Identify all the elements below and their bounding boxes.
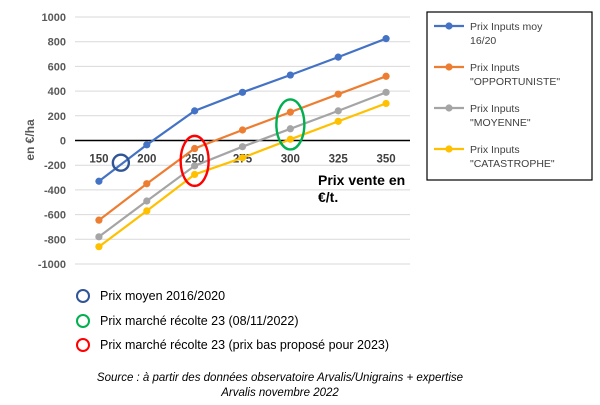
annotation-ring-1 xyxy=(275,98,306,151)
data-point xyxy=(191,170,199,179)
y-tick-label: -200 xyxy=(44,160,66,172)
annotation-ring-2 xyxy=(179,134,210,188)
x-axis-label-line1: Prix vente en xyxy=(318,172,405,188)
data-point xyxy=(382,72,390,80)
note-ring-green xyxy=(76,314,90,328)
data-point xyxy=(143,180,151,188)
data-point xyxy=(382,35,390,43)
data-point xyxy=(382,88,390,96)
data-point xyxy=(238,126,247,134)
y-axis-ticks: 1000 800 600 400 200 0 -200 -400 -600 -800 -1000 xyxy=(38,12,66,271)
legend-label: 16/20 xyxy=(470,35,496,47)
data-point xyxy=(238,154,247,162)
note-ring-blue xyxy=(76,289,90,303)
y-tick-label: -600 xyxy=(44,210,66,222)
legend-box xyxy=(426,11,593,181)
x-tick-label: 200 xyxy=(137,154,156,166)
data-point xyxy=(95,177,103,185)
y-tick-label: 600 xyxy=(48,61,66,73)
legend-swatch-marker xyxy=(445,145,453,153)
annotation-ring-0 xyxy=(111,153,131,172)
data-point xyxy=(191,144,199,153)
data-point xyxy=(286,71,294,79)
y-tick-label: 200 xyxy=(48,111,66,123)
data-point xyxy=(382,99,390,108)
data-point xyxy=(238,88,247,96)
y-tick-label: 400 xyxy=(48,86,66,98)
data-point xyxy=(95,233,103,241)
y-tick-label: 800 xyxy=(48,37,66,49)
y-tick-label: -800 xyxy=(44,234,66,246)
x-tick-label: 300 xyxy=(281,154,300,166)
note-ring-red xyxy=(76,338,90,352)
data-point xyxy=(286,125,294,133)
x-axis-label-line2: €/t. xyxy=(318,189,338,205)
data-point xyxy=(95,243,103,251)
x-tick-label: 250 xyxy=(185,154,204,166)
data-point xyxy=(143,197,151,205)
note-prix-moyen: Prix moyen 2016/2020 xyxy=(100,289,226,303)
data-point xyxy=(191,107,199,115)
source-line-1: Source : à partir des données observatoi… xyxy=(96,372,464,384)
y-tick-label: 1000 xyxy=(42,12,66,24)
note-prix-bas: Prix marché récolte 23 (prix bas proposé… xyxy=(100,338,390,352)
data-point xyxy=(334,117,342,125)
chart-svg: 1000 800 600 400 200 0 -200 -400 -600 -800 -1000 1… xyxy=(23,11,593,271)
data-point xyxy=(286,108,294,116)
data-point xyxy=(143,141,151,149)
y-tick-label: -400 xyxy=(44,185,66,197)
x-tick-label: 150 xyxy=(89,154,108,166)
data-point xyxy=(143,207,151,215)
legend-label: Prix Inputs xyxy=(470,144,520,156)
legend-label: "MOYENNE" xyxy=(470,117,531,129)
data-point xyxy=(238,143,247,151)
y-tick-label: -1000 xyxy=(38,259,66,271)
source-line-2: Arvalis novembre 2022 xyxy=(221,387,339,399)
x-tick-label: 350 xyxy=(376,154,395,166)
legend-label: "CATASTROPHE" xyxy=(470,158,555,170)
y-tick-label: 0 xyxy=(60,136,66,148)
legend-label: Prix Inputs xyxy=(470,62,520,74)
y-axis-label: en €/ha xyxy=(23,119,37,161)
legend-swatch-marker xyxy=(445,104,453,112)
legend-label: Prix Inputs xyxy=(470,103,520,115)
x-tick-label: 325 xyxy=(329,154,349,166)
x-axis-ticks: 150200250275300325350 xyxy=(89,154,395,166)
grid-lines xyxy=(75,16,410,265)
legend-label: "OPPORTUNISTE" xyxy=(470,76,560,88)
note-prix-marche: Prix marché récolte 23 (08/11/2022) xyxy=(100,314,299,328)
legend: Prix Inputs moy 16/20 Prix Inputs "OPPORTUN… xyxy=(426,11,593,181)
legend-swatch-marker xyxy=(445,22,453,30)
annotation-group xyxy=(111,98,306,188)
legend-swatch-marker xyxy=(445,63,453,71)
data-point xyxy=(95,216,103,224)
data-point xyxy=(334,53,342,61)
data-point xyxy=(334,107,342,115)
series-group xyxy=(95,35,390,251)
data-point xyxy=(286,135,294,143)
legend-label: Prix Inputs moy xyxy=(470,21,543,33)
data-point xyxy=(191,162,199,170)
data-point xyxy=(334,90,342,98)
